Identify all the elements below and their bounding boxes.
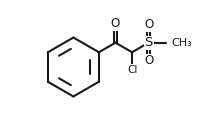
Text: CH₃: CH₃: [172, 38, 192, 48]
Text: Cl: Cl: [127, 65, 137, 75]
Text: O: O: [144, 54, 153, 67]
Text: O: O: [144, 18, 153, 31]
Text: S: S: [145, 36, 153, 49]
Text: O: O: [111, 17, 120, 30]
